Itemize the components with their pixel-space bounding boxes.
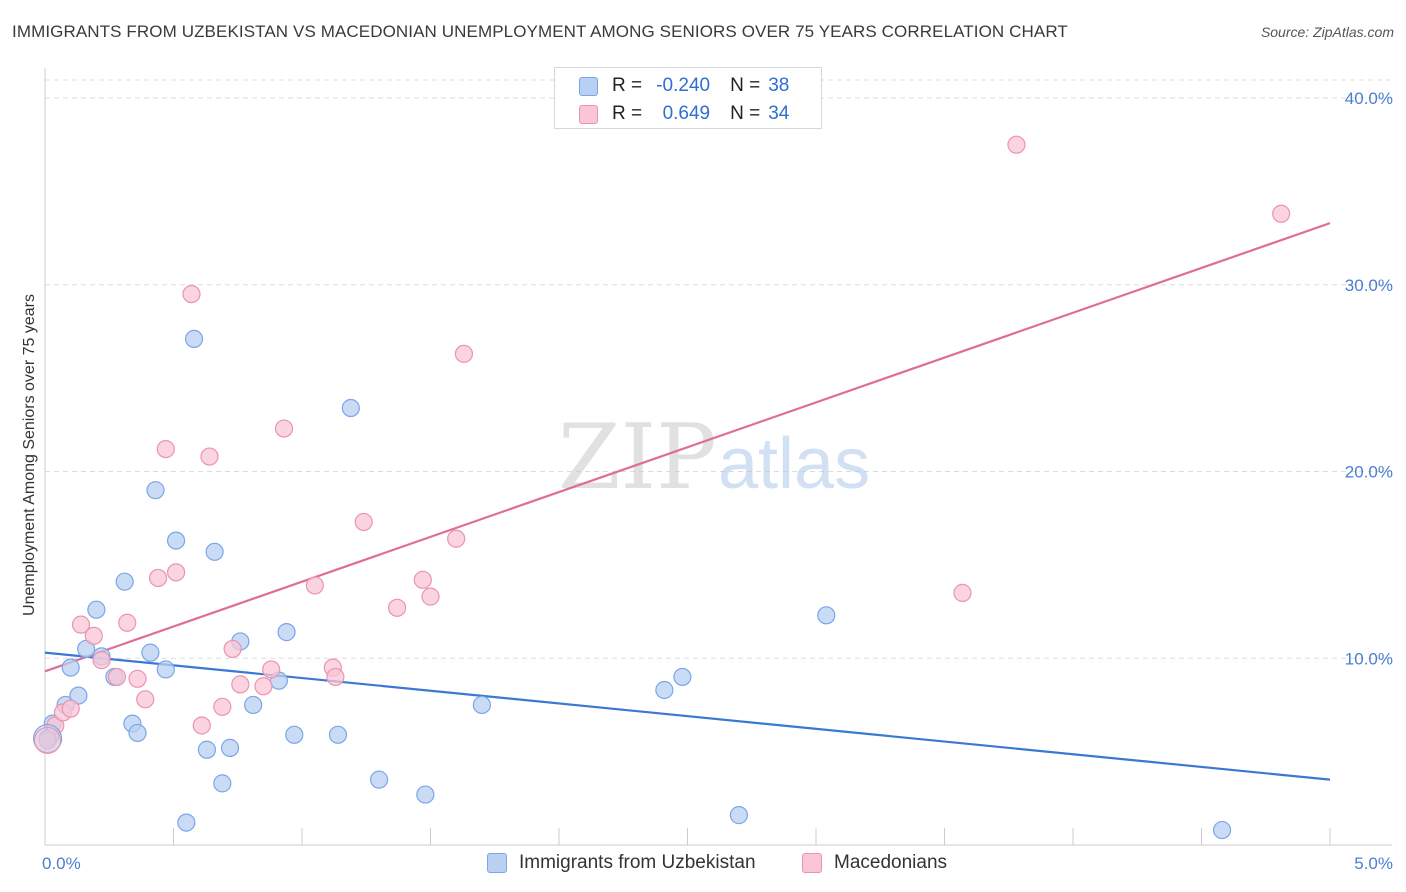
data-point-macedonians xyxy=(156,439,175,459)
legend-n-value: 34 xyxy=(768,103,790,124)
data-point-macedonians xyxy=(84,626,103,645)
bottom-legend-swatch-blue xyxy=(487,853,507,873)
data-point-uzbekistan xyxy=(197,740,217,759)
data-point-uzbekistan xyxy=(115,572,134,591)
y-tick-label: 40.0% xyxy=(1345,89,1393,108)
data-point-cluster xyxy=(32,723,63,754)
data-point-macedonians xyxy=(447,529,466,548)
data-point-uzbekistan xyxy=(277,623,296,642)
data-point-uzbekistan xyxy=(146,481,165,500)
data-point-macedonians xyxy=(421,587,440,606)
bottom-legend-macedonians: Macedonians xyxy=(802,852,947,874)
y-tick-label: 20.0% xyxy=(1345,463,1393,482)
legend-n-value: 38 xyxy=(768,75,790,96)
data-point-uzbekistan xyxy=(205,542,224,561)
y-tick-label: 10.0% xyxy=(1345,649,1393,668)
source-label: Source: ZipAtlas.com xyxy=(1260,24,1394,40)
watermark-zip: ZIP xyxy=(558,405,717,510)
data-point-macedonians xyxy=(1007,135,1026,154)
legend-r-value: 0.649 xyxy=(662,103,711,124)
watermark-atlas: atlas xyxy=(718,424,870,504)
data-point-macedonians xyxy=(118,613,137,632)
y-tick-label: 30.0% xyxy=(1345,276,1393,295)
data-point-uzbekistan xyxy=(416,785,435,804)
legend-r-label: R = xyxy=(612,103,643,124)
data-point-uzbekistan xyxy=(128,723,147,743)
data-point-macedonians xyxy=(953,583,972,602)
data-point-uzbekistan xyxy=(87,600,106,619)
tick-labels: 10.0% 20.0% 30.0% 40.0% 0.0% 5.0% xyxy=(42,89,1393,873)
bottom-legend-swatch-pink xyxy=(802,853,822,873)
bottom-legend-label: Macedonians xyxy=(834,852,948,873)
data-point-macedonians xyxy=(192,716,211,735)
legend-swatch-pink xyxy=(579,104,598,124)
legend-n-label: N = xyxy=(730,103,761,124)
data-point-uzbekistan xyxy=(673,667,692,687)
legend-r-label: R = xyxy=(612,75,643,96)
data-point-uzbekistan xyxy=(341,398,360,418)
data-point-uzbekistan xyxy=(244,695,263,715)
data-point-macedonians xyxy=(274,419,294,438)
data-point-macedonians xyxy=(128,669,147,688)
data-point-macedonians xyxy=(326,667,345,687)
data-points xyxy=(32,135,1291,840)
data-point-macedonians xyxy=(354,512,373,532)
data-point-uzbekistan xyxy=(141,643,160,662)
bottom-legend-uzbekistan: Immigrants from Uzbekistan xyxy=(487,852,756,874)
data-point-cluster xyxy=(33,726,62,755)
data-point-macedonians xyxy=(213,697,232,716)
data-point-uzbekistan xyxy=(370,770,389,789)
data-point-macedonians xyxy=(71,615,91,634)
data-point-uzbekistan xyxy=(817,606,836,625)
legend-n-label: N = xyxy=(730,75,761,96)
axes xyxy=(44,68,1392,846)
grid-lines xyxy=(45,79,1392,659)
legend-swatch-blue xyxy=(579,76,598,96)
data-point-macedonians xyxy=(107,667,127,687)
legend-row-uzbekistan: R = -0.240 N = 38 xyxy=(579,74,789,98)
data-point-uzbekistan xyxy=(177,813,196,832)
data-point-macedonians xyxy=(92,651,111,670)
data-point-uzbekistan xyxy=(328,725,348,744)
data-point-uzbekistan xyxy=(655,680,674,700)
y-axis-label: Unemployment Among Seniors over 75 years xyxy=(21,294,38,616)
bottom-legend-label: Immigrants from Uzbekistan xyxy=(519,852,756,873)
data-point-uzbekistan xyxy=(184,329,204,349)
data-point-macedonians xyxy=(200,447,219,466)
trendline-macedonians xyxy=(44,222,1331,673)
data-point-macedonians xyxy=(262,660,281,679)
data-point-uzbekistan xyxy=(166,531,186,550)
data-point-uzbekistan xyxy=(156,660,175,679)
data-point-macedonians xyxy=(1272,204,1291,223)
data-point-macedonians xyxy=(254,677,273,696)
x-tick-label: 5.0% xyxy=(1354,854,1393,873)
data-point-uzbekistan xyxy=(213,774,232,793)
chart-title: IMMIGRANTS FROM UZBEKISTAN VS MACEDONIAN… xyxy=(12,22,1068,41)
data-point-macedonians xyxy=(305,576,324,595)
data-point-macedonians xyxy=(136,690,155,709)
legend-r-value: -0.240 xyxy=(656,75,711,96)
data-point-macedonians xyxy=(454,344,474,363)
x-tick-label: 0.0% xyxy=(42,854,81,873)
data-point-macedonians xyxy=(148,568,168,588)
data-point-macedonians xyxy=(166,563,186,582)
data-point-uzbekistan xyxy=(729,806,749,825)
data-point-uzbekistan xyxy=(61,658,80,677)
data-point-uzbekistan xyxy=(220,738,240,757)
data-point-macedonians xyxy=(413,570,432,589)
data-point-macedonians xyxy=(231,675,250,694)
data-point-uzbekistan xyxy=(285,725,304,744)
watermark: ZIP atlas xyxy=(558,405,870,510)
data-point-uzbekistan xyxy=(1212,820,1232,840)
legend-row-macedonians: R = 0.649 N = 34 xyxy=(579,102,789,126)
data-point-uzbekistan xyxy=(472,695,491,715)
trendlines xyxy=(44,222,1331,781)
correlation-legend: R = -0.240 N = 38 R = 0.649 N = 34 xyxy=(554,67,822,129)
data-point-macedonians xyxy=(61,699,80,718)
trendline-uzbekistan xyxy=(44,651,1331,781)
data-point-macedonians xyxy=(223,639,242,659)
data-point-macedonians xyxy=(387,598,407,617)
data-point-macedonians xyxy=(182,284,201,304)
